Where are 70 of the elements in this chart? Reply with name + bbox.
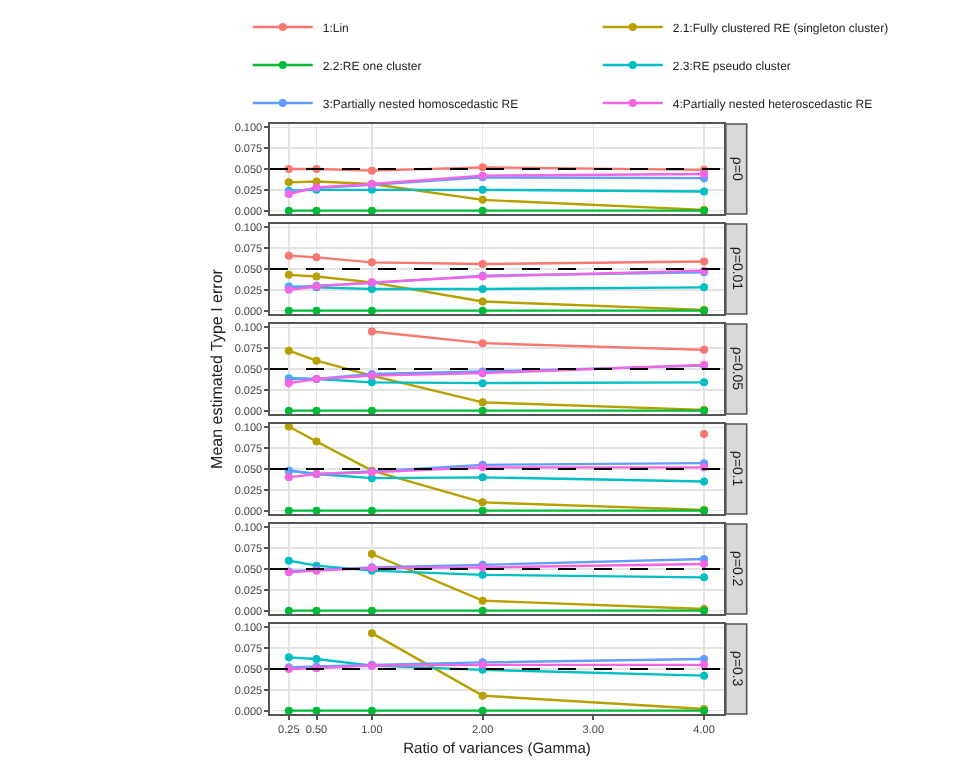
point (284, 556, 293, 565)
point (367, 258, 376, 267)
point (284, 206, 293, 214)
point (478, 596, 487, 605)
point (478, 285, 487, 293)
point (284, 178, 293, 187)
point (367, 378, 376, 387)
point (367, 629, 376, 638)
point (367, 327, 376, 336)
point (478, 185, 487, 194)
y-axis-title: Mean estimated Type I error (207, 268, 226, 469)
point (478, 706, 487, 714)
point (367, 606, 376, 614)
point (367, 506, 376, 514)
point (284, 406, 293, 414)
point (478, 306, 487, 314)
point (700, 187, 709, 196)
point (367, 306, 376, 314)
point (312, 437, 321, 446)
point (284, 424, 293, 431)
point (284, 606, 293, 614)
point (312, 206, 321, 214)
point (367, 166, 376, 175)
point (478, 570, 487, 579)
point (284, 270, 293, 279)
point (312, 272, 321, 281)
point (284, 306, 293, 314)
point (312, 606, 321, 614)
point (700, 671, 709, 680)
point (284, 379, 293, 388)
point (284, 346, 293, 355)
point (700, 660, 709, 669)
point (700, 170, 709, 178)
point (478, 195, 487, 204)
point (478, 260, 487, 268)
point (284, 251, 293, 260)
point (700, 378, 709, 387)
point (478, 473, 487, 482)
point (478, 406, 487, 414)
point (312, 706, 321, 714)
point (700, 283, 709, 292)
point (367, 206, 376, 214)
point (367, 406, 376, 414)
point (478, 206, 487, 214)
point (700, 477, 709, 486)
point (478, 163, 487, 172)
point (312, 406, 321, 414)
point (700, 560, 709, 568)
point (284, 706, 293, 714)
point (700, 573, 709, 582)
point (478, 379, 487, 388)
point (478, 297, 487, 306)
point (312, 306, 321, 314)
point (312, 655, 321, 663)
point (478, 606, 487, 614)
point (284, 653, 293, 662)
point (367, 550, 376, 558)
point (478, 498, 487, 507)
point (478, 339, 487, 348)
point (284, 506, 293, 514)
point (312, 253, 321, 262)
point (478, 691, 487, 700)
point (478, 506, 487, 514)
point (312, 356, 321, 365)
point (700, 257, 709, 266)
point (478, 398, 487, 407)
point (284, 473, 293, 482)
point (367, 706, 376, 714)
point (312, 506, 321, 514)
point (700, 345, 709, 354)
